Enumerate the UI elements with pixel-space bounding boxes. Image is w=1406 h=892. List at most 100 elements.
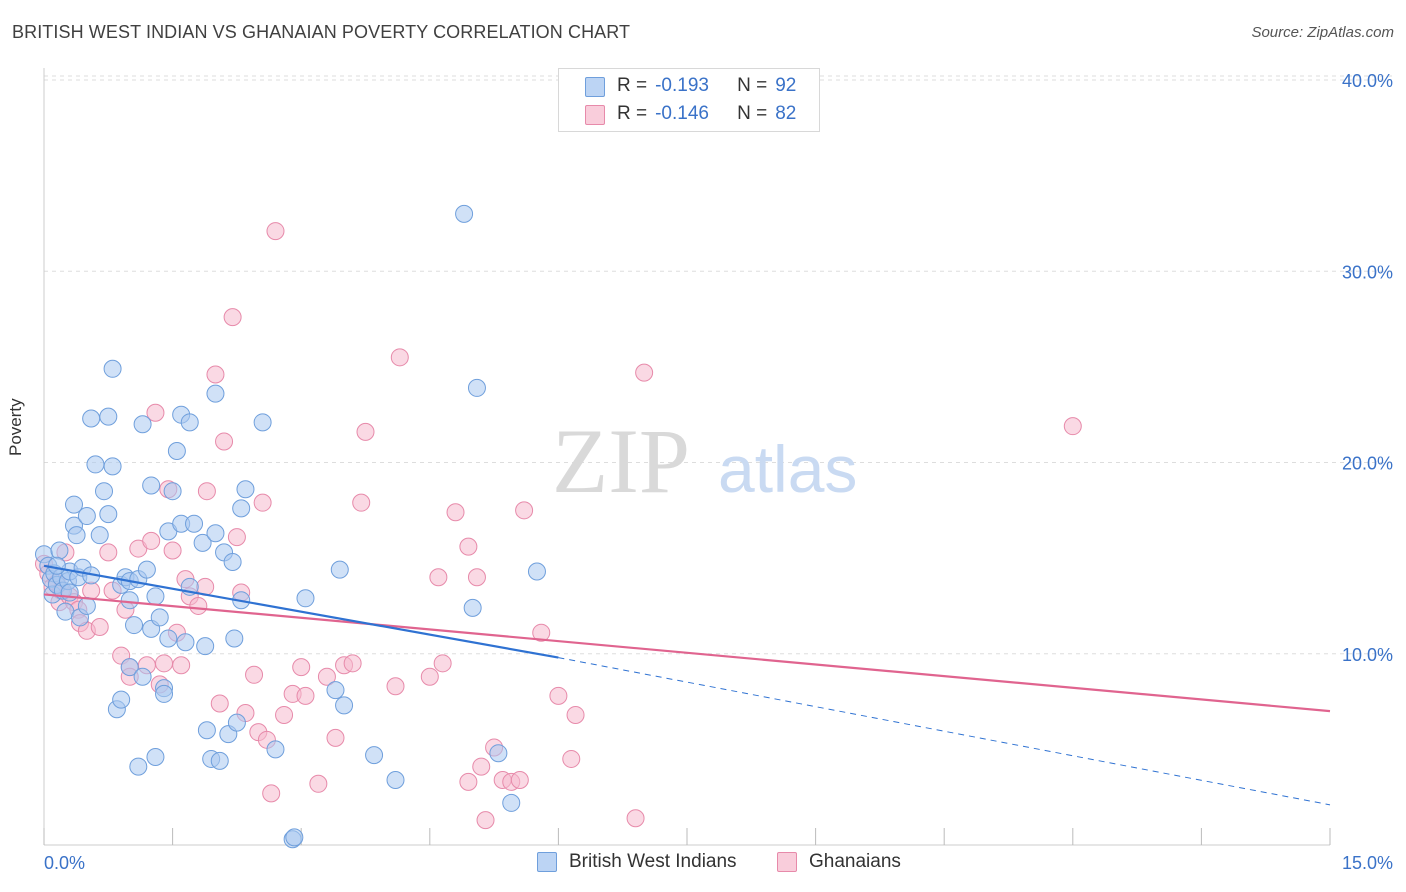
british-west-indians-point xyxy=(47,556,66,575)
ghanaians-point xyxy=(163,541,182,560)
ghanaians-point xyxy=(476,811,495,830)
source-credit: Source: ZipAtlas.com xyxy=(1251,24,1394,41)
british-west-indians-point xyxy=(206,384,225,403)
british-west-indians-point xyxy=(527,562,546,581)
ghanaians-point xyxy=(227,528,246,547)
british-west-indians-point xyxy=(95,482,114,501)
ghanaians-point xyxy=(146,403,165,422)
ghanaians-point xyxy=(352,493,371,512)
british-west-indians-point xyxy=(266,740,285,759)
british-west-indians-point xyxy=(99,407,118,426)
british-west-indians-point xyxy=(163,482,182,501)
british-west-indians-point xyxy=(467,378,486,397)
watermark-zip: ZIP xyxy=(552,410,690,512)
british-west-indians-point xyxy=(489,744,508,763)
british-west-indians-point xyxy=(197,721,216,740)
legend-r-label: R = xyxy=(617,75,648,96)
legend-r-value-pink: -0.146 xyxy=(655,103,709,124)
british-west-indians-point xyxy=(65,495,84,514)
ghanaians-point xyxy=(262,784,281,803)
british-west-indians-point xyxy=(196,637,215,656)
ghanaians-point xyxy=(472,757,491,776)
ghanaians-point xyxy=(433,654,452,673)
legend-item-british-west-indians[interactable]: British West Indians xyxy=(537,851,737,873)
watermark: ZIP atlas xyxy=(552,410,857,512)
ghanaians-point xyxy=(356,422,375,441)
ghanaians-point xyxy=(390,348,409,367)
legend-swatch-pink xyxy=(585,105,605,125)
ghanaians-point xyxy=(99,543,118,562)
ghanaians-point xyxy=(635,363,654,382)
ghanaians-point xyxy=(206,365,225,384)
ghanaians-point xyxy=(253,493,272,512)
tick-labels: 10.0% 20.0% 30.0% 40.0% 0.0% 15.0% xyxy=(44,71,1393,873)
ghanaians-point xyxy=(420,667,439,686)
british-west-indians-point xyxy=(155,684,174,703)
british-west-indians-point xyxy=(50,541,69,560)
british-west-indians-point xyxy=(253,413,272,432)
british-west-indians-point xyxy=(193,533,212,552)
ghanaians-point xyxy=(467,568,486,587)
legend-item-ghanaians[interactable]: Ghanaians xyxy=(777,851,901,873)
legend-label-british-west-indians: British West Indians xyxy=(569,851,737,872)
ghanaians-point xyxy=(266,222,285,241)
british-west-indians-point xyxy=(146,587,165,606)
british-west-indians-point xyxy=(133,415,152,434)
british-west-indians-point xyxy=(77,507,96,526)
british-west-indians-points xyxy=(35,204,546,849)
british-west-indians-point xyxy=(90,526,109,545)
british-west-indians-point xyxy=(227,713,246,732)
british-west-indians-point xyxy=(133,667,152,686)
british-west-indians-point xyxy=(120,591,139,610)
y-tick-label: 20.0% xyxy=(1342,454,1393,474)
ghanaians-point xyxy=(309,774,328,793)
ghanaians-point xyxy=(82,581,101,600)
british-west-indians-point xyxy=(180,413,199,432)
ghanaians-point xyxy=(429,568,448,587)
ghanaians-point xyxy=(549,686,568,705)
ghanaians-point xyxy=(326,728,345,747)
legend-n-label: N = xyxy=(737,103,768,124)
ghanaians-point xyxy=(343,654,362,673)
british-west-indians-point xyxy=(206,524,225,543)
legend-row-pink: R = -0.146 N = 82 xyxy=(585,101,796,127)
ghanaians-point xyxy=(446,503,465,522)
british-west-indians-point xyxy=(67,526,86,545)
ghanaians-point xyxy=(275,705,294,724)
y-tick-label: 40.0% xyxy=(1342,71,1393,91)
ghanaians-point xyxy=(245,665,264,684)
british-west-indians-point xyxy=(463,598,482,617)
british-west-indians-point xyxy=(236,480,255,499)
british-west-indians-point xyxy=(86,455,105,474)
british-west-indians-point xyxy=(120,658,139,677)
british-west-indians-point xyxy=(103,359,122,378)
legend-n-label: N = xyxy=(737,75,768,96)
ghanaians-point xyxy=(459,772,478,791)
ghanaians-point xyxy=(510,770,529,789)
series-legend: British West Indians Ghanaians xyxy=(0,851,1406,879)
ghanaians-point xyxy=(515,501,534,520)
british-west-indians-point xyxy=(60,583,79,602)
british-west-indians-point xyxy=(296,589,315,608)
ghanaians-point xyxy=(292,658,311,677)
ghanaians-point xyxy=(532,623,551,642)
ghanaians-point xyxy=(197,482,216,501)
british-west-indians-point xyxy=(285,828,304,847)
british-west-indians-trend-extension xyxy=(558,657,1331,806)
ghanaians-point xyxy=(155,654,174,673)
legend-r-value-blue: -0.193 xyxy=(655,75,709,96)
legend-row-blue: R = -0.193 N = 92 xyxy=(585,73,796,99)
legend-n-value-pink: 82 xyxy=(775,103,797,124)
british-west-indians-trend-line xyxy=(43,564,559,659)
british-west-indians-point xyxy=(129,757,148,776)
legend-swatch-pink xyxy=(777,852,797,872)
british-west-indians-point xyxy=(185,514,204,533)
legend-r-label: R = xyxy=(617,103,648,124)
trend-lines xyxy=(43,564,1331,806)
british-west-indians-point xyxy=(125,616,144,635)
british-west-indians-point xyxy=(335,696,354,715)
legend-n-value-blue: 92 xyxy=(775,75,797,96)
ghanaians-point xyxy=(317,667,336,686)
ghanaians-point xyxy=(172,656,191,675)
